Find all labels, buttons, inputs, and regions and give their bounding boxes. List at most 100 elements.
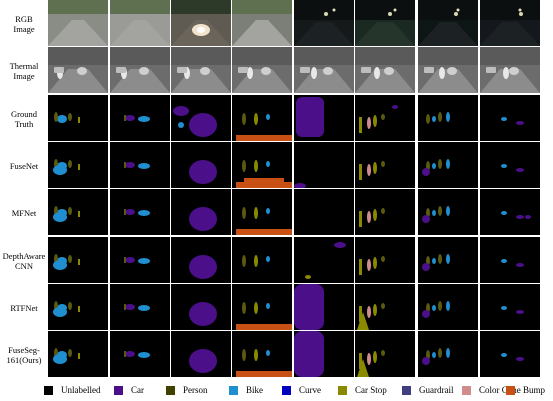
row-label-line: Thermal — [9, 60, 39, 71]
segment-blob — [294, 47, 354, 65]
segment-blob — [355, 0, 415, 20]
segment-blob — [261, 67, 271, 75]
image-cell — [48, 95, 108, 141]
segment-blob — [311, 67, 317, 79]
segment-blob — [355, 22, 415, 46]
segment-blob — [238, 67, 248, 73]
segment-blob — [78, 353, 80, 359]
segment-blob — [355, 47, 415, 65]
segment-blob — [68, 255, 72, 263]
segment-blob — [189, 302, 217, 326]
segment-blob — [125, 304, 135, 310]
segment-blob — [138, 305, 150, 311]
segment-blob — [373, 351, 377, 363]
row-label-text: FuseSeg- 161(Ours) — [7, 345, 42, 365]
segment-blob — [77, 67, 87, 75]
segment-blob — [254, 349, 258, 361]
legend-swatch-bike — [229, 385, 238, 395]
row-label: RGB Image — [0, 0, 48, 47]
segment-blob — [516, 263, 524, 267]
segment-blob — [124, 162, 126, 168]
segment-blob — [446, 112, 450, 122]
segment-blob — [516, 215, 524, 219]
segment-blob — [54, 67, 64, 73]
image-cell — [232, 284, 292, 330]
segment-blob — [480, 22, 540, 46]
segment-blob — [266, 208, 270, 214]
segment-blob — [124, 209, 126, 215]
image-cell — [480, 142, 540, 188]
image-cell — [171, 142, 231, 188]
row-label: DepthAware CNN — [0, 237, 48, 284]
segment-blob — [110, 20, 170, 46]
segment-blob — [355, 69, 415, 93]
legend-label-unlabelled: Unlabelled — [61, 385, 101, 395]
image-cell — [355, 331, 415, 377]
image-cell — [110, 284, 170, 330]
segment-blob — [422, 215, 430, 223]
row-label-text: Ground Truth — [11, 109, 37, 129]
segment-blob — [300, 67, 310, 73]
legend-item-bump: Bump — [506, 384, 545, 396]
row-label-text: RGB Image — [13, 14, 34, 34]
image-cell — [418, 189, 478, 235]
image-cell — [355, 47, 415, 93]
segment-blob — [438, 112, 442, 122]
segment-blob — [373, 209, 377, 221]
legend-swatch-person — [166, 385, 175, 395]
segment-blob — [359, 211, 362, 227]
segment-blob — [501, 353, 507, 357]
segment-blob — [509, 67, 519, 75]
image-cell — [355, 237, 415, 283]
segment-blob — [138, 258, 150, 264]
image-cell — [480, 47, 540, 93]
row-label: Thermal Image — [0, 47, 48, 94]
segment-blob — [446, 348, 450, 358]
image-cell — [171, 237, 231, 283]
segment-blob — [242, 160, 246, 172]
segment-blob — [242, 207, 246, 219]
segment-blob — [438, 206, 442, 216]
segment-blob — [359, 117, 362, 133]
segment-blob — [57, 115, 67, 123]
image-cell — [48, 331, 108, 377]
legend-label-car: Car — [131, 385, 144, 395]
segment-blob — [381, 208, 385, 214]
row-label-line: Truth — [14, 118, 34, 129]
image-cell — [355, 284, 415, 330]
segment-blob — [334, 242, 346, 248]
segment-blob — [125, 115, 135, 121]
image-cell — [355, 189, 415, 235]
segment-blob — [294, 22, 354, 46]
segment-blob — [519, 12, 523, 16]
segment-blob — [294, 183, 306, 188]
segment-blob — [244, 178, 284, 188]
segment-blob — [359, 353, 362, 369]
image-cell — [480, 284, 540, 330]
segment-blob — [171, 47, 231, 65]
image-cell — [48, 284, 108, 330]
segment-blob — [68, 349, 72, 357]
segment-blob — [110, 47, 170, 65]
segment-blob — [125, 209, 135, 215]
legend-label-bump: Bump — [523, 385, 546, 395]
segment-blob — [525, 215, 531, 219]
segment-blob — [381, 256, 385, 262]
segment-blob — [446, 206, 450, 216]
segment-blob — [254, 207, 258, 219]
image-cell — [232, 0, 292, 46]
segment-blob — [266, 350, 270, 356]
image-cell — [48, 0, 108, 46]
image-cell — [110, 0, 170, 46]
segment-blob — [53, 212, 67, 222]
segment-blob — [374, 67, 380, 79]
image-cell — [418, 142, 478, 188]
segment-blob — [125, 162, 135, 168]
segment-blob — [236, 229, 292, 235]
segment-blob — [189, 255, 217, 279]
segment-blob — [501, 164, 507, 168]
row-label: FuseSeg- 161(Ours) — [0, 331, 48, 378]
segment-blob — [323, 67, 333, 75]
row-label-line: CNN — [15, 260, 33, 271]
